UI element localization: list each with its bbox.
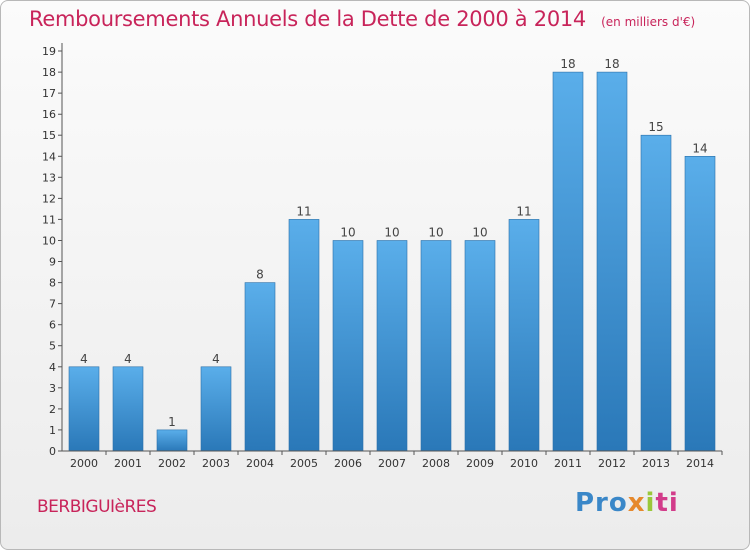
bar-2011: [552, 71, 584, 452]
y-tick-label: 5: [49, 340, 56, 353]
y-tick-label: 18: [42, 66, 56, 79]
logo-part-2: x: [627, 488, 646, 518]
chart-title-main: Remboursements Annuels de la Dette de 20…: [29, 7, 586, 31]
logo-part-4: ti: [655, 488, 679, 518]
y-tick-label: 9: [49, 256, 56, 269]
bar-value-label: 8: [256, 268, 264, 282]
y-tick-label: 7: [49, 298, 56, 311]
bar-value-label: 10: [428, 226, 443, 240]
y-tick-label: 8: [49, 277, 56, 290]
bar-value-label: 11: [296, 204, 311, 218]
commune-name: BERBIGUIèRES: [37, 497, 157, 517]
bar-2002: [156, 429, 188, 452]
bar-2005: [288, 219, 320, 452]
y-tick-label: 19: [42, 45, 56, 58]
x-tick-label: 2006: [334, 457, 362, 470]
y-tick-label: 0: [49, 445, 56, 458]
x-tick-label: 2010: [510, 457, 538, 470]
bar-2010: [508, 219, 540, 452]
bar-value-label: 4: [124, 352, 132, 366]
logo-part-1: Pro: [575, 488, 628, 518]
bar-2000: [68, 366, 100, 452]
bar-2003: [200, 366, 232, 452]
bar-value-label: 10: [472, 226, 487, 240]
logo-part-3: i: [645, 488, 656, 518]
chart-title-unit: (en milliers d'€): [601, 15, 696, 29]
x-tick-label: 2014: [686, 457, 714, 470]
x-tick-label: 2011: [554, 457, 582, 470]
bar-2006: [332, 240, 364, 452]
bar-value-label: 14: [692, 141, 707, 155]
bar-2013: [640, 134, 672, 452]
bar-2007: [376, 240, 408, 452]
y-tick-label: 2: [49, 403, 56, 416]
y-tick-label: 3: [49, 382, 56, 395]
bar-value-label: 10: [340, 226, 355, 240]
y-tick-label: 10: [42, 235, 56, 248]
y-tick-label: 14: [42, 150, 56, 163]
bar-value-label: 1: [168, 415, 176, 429]
bar-2001: [112, 366, 144, 452]
bar-2012: [596, 71, 628, 452]
bar-value-label: 10: [384, 226, 399, 240]
bar-value-label: 18: [604, 57, 619, 71]
y-tick-label: 12: [42, 192, 56, 205]
bar-value-label: 11: [516, 204, 531, 218]
x-tick-label: 2009: [466, 457, 494, 470]
bar-value-label: 4: [212, 352, 220, 366]
x-tick-label: 2002: [158, 457, 186, 470]
x-tick-label: 2004: [246, 457, 274, 470]
y-tick-label: 16: [42, 108, 56, 121]
y-tick-label: 15: [42, 129, 56, 142]
x-tick-label: 2012: [598, 457, 626, 470]
y-tick-label: 13: [42, 171, 56, 184]
bar-2014: [684, 156, 716, 452]
y-tick-label: 1: [49, 424, 56, 437]
bar-2008: [420, 240, 452, 452]
y-tick-label: 11: [42, 213, 56, 226]
x-tick-label: 2007: [378, 457, 406, 470]
y-tick-label: 6: [49, 319, 56, 332]
bar-value-label: 18: [560, 57, 575, 71]
x-tick-label: 2001: [114, 457, 142, 470]
x-tick-label: 2003: [202, 457, 230, 470]
bar-value-label: 15: [648, 120, 663, 134]
y-tick-label: 4: [49, 361, 56, 374]
y-tick-label: 17: [42, 87, 56, 100]
proxiti-logo: Proxiti: [575, 488, 679, 518]
bar-value-label: 4: [80, 352, 88, 366]
x-tick-label: 2013: [642, 457, 670, 470]
chart-title: Remboursements Annuels de la Dette de 20…: [29, 7, 695, 31]
bar-2009: [464, 240, 496, 452]
bar-2004: [244, 282, 276, 452]
axis-layer: 2000 2001 2002 2003 2004 2005 2006 2007 2008 2009…: [42, 43, 723, 470]
x-tick-label: 2005: [290, 457, 318, 470]
x-tick-label: 2008: [422, 457, 450, 470]
x-tick-label: 2000: [70, 457, 98, 470]
